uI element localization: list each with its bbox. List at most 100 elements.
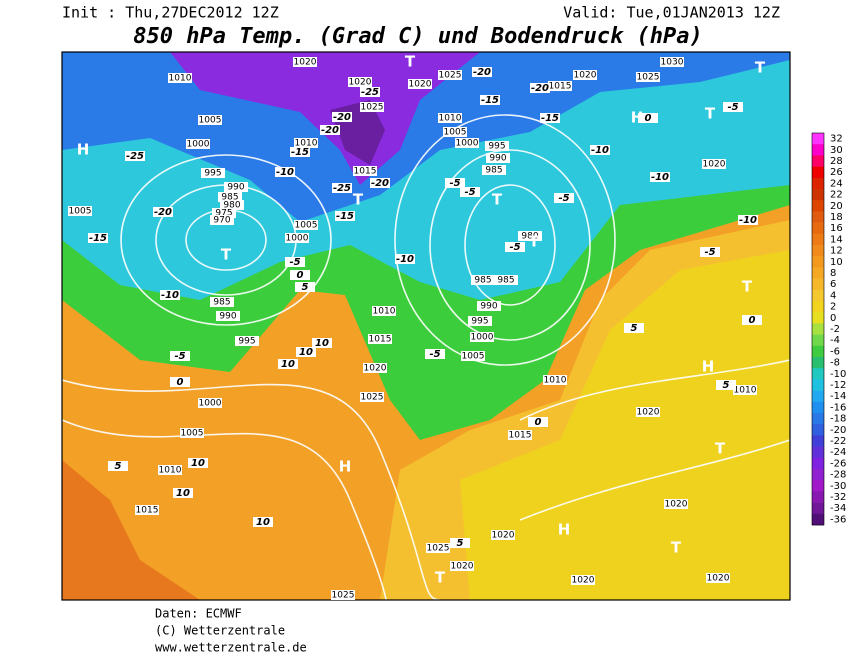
temp-label: -20 (371, 178, 389, 189)
temp-label: -5 (174, 351, 185, 362)
pressure-label: 985 (485, 166, 502, 176)
color-scale-label: -32 (830, 492, 846, 503)
pressure-label: 1000 (471, 333, 494, 343)
color-scale-cell (812, 379, 824, 391)
pressure-system: H (339, 458, 352, 476)
temp-label: -10 (161, 290, 179, 301)
pressure-label: 1015 (136, 506, 159, 516)
pressure-label: 1000 (187, 140, 210, 150)
color-scale-cell (812, 401, 824, 414)
temp-label-box (170, 351, 190, 361)
pressure-label-box (455, 138, 479, 148)
pressure-label: 1000 (199, 399, 222, 409)
pressure-label-box (212, 208, 236, 218)
temp-label-box (738, 215, 758, 225)
pressure-label: 1000 (456, 139, 479, 149)
pressure-label-box (220, 200, 244, 210)
pressure-label: 1015 (509, 431, 532, 441)
pressure-label-box (198, 115, 222, 125)
temp-label-box (450, 538, 470, 548)
pressure-label: 1020 (574, 71, 597, 81)
pressure-label-box (135, 505, 159, 515)
pressure-label-box (218, 192, 242, 202)
color-scale-label: -4 (830, 335, 840, 346)
color-scale-cell (812, 390, 824, 403)
pressure-label: 980 (521, 232, 538, 242)
valid-time: Valid: Tue,01JAN2013 12Z (563, 4, 780, 22)
pressure-label: 1020 (492, 531, 515, 541)
pressure-label: 990 (227, 183, 244, 193)
color-scale-label: -28 (830, 470, 846, 481)
color-scale-label: -30 (830, 481, 846, 492)
pressure-label: 985 (474, 276, 491, 286)
temp-label-box (278, 359, 298, 369)
temp-label-box (700, 247, 720, 257)
pressure-system: T (742, 278, 753, 296)
pressure-label: 1010 (544, 376, 567, 386)
color-scale-cell (812, 211, 824, 223)
color-scale-cell (812, 278, 824, 291)
color-scale-cell (812, 424, 824, 436)
pressure-label: 1020 (349, 78, 372, 88)
temp-label: 10 (315, 338, 329, 349)
temp-label-box (505, 242, 525, 252)
temp-label-box (540, 113, 560, 123)
color-scale-cell (812, 256, 824, 268)
color-scale-label: 2 (830, 302, 836, 313)
pressure-label-box (368, 334, 392, 344)
temp-label: 10 (299, 347, 313, 358)
pressure-system: T (405, 53, 416, 71)
pressure-label: 985 (213, 298, 230, 308)
color-scale-cell (812, 289, 824, 302)
temp-label: -5 (727, 102, 738, 113)
pressure-label-box (573, 70, 597, 80)
color-scale-cell (812, 144, 824, 156)
temp-label: -15 (89, 233, 107, 244)
temp-label: -20 (531, 83, 549, 94)
pressure-label-box (348, 77, 372, 87)
temp-label-box (425, 349, 445, 359)
temp-label-box (445, 178, 465, 188)
color-scale-label: 28 (830, 156, 843, 167)
temp-label: -25 (361, 87, 379, 98)
pressure-label-box (216, 311, 240, 321)
color-scale-cell (812, 413, 824, 425)
pressure-label: 1020 (707, 574, 730, 584)
init-time: Init : Thu,27DEC2012 12Z (62, 4, 279, 22)
color-scale-label: 30 (830, 145, 843, 156)
color-scale-cell (812, 323, 824, 335)
pressure-label: 1015 (354, 167, 377, 177)
pressure-label-box (331, 590, 355, 600)
pressure-label-box (224, 182, 248, 192)
pressure-label: 1010 (295, 139, 318, 149)
color-scale-label: -22 (830, 436, 846, 447)
pressure-system: T (715, 440, 726, 458)
color-scale-cell (812, 491, 824, 503)
pressure-label: 980 (223, 201, 240, 211)
pressure-label-box (426, 543, 450, 553)
pressure-label-box (210, 297, 234, 307)
pressure-label-box (571, 575, 595, 585)
color-scale-cell (812, 233, 824, 246)
temp-label-box (332, 112, 352, 122)
pressure-label: 1010 (373, 307, 396, 317)
pressure-label: 1005 (69, 207, 92, 217)
pressure-label-box (491, 530, 515, 540)
pressure-label-box (518, 231, 542, 241)
temp-label-box (332, 183, 352, 193)
color-scale-cell (812, 457, 824, 470)
temp-label: 10 (191, 458, 205, 469)
temp-label-box (296, 347, 316, 357)
color-scale-cell (812, 502, 824, 515)
pressure-label-box (471, 275, 495, 285)
temp-label: 5 (723, 380, 730, 391)
pressure-label: 990 (480, 302, 497, 312)
pressure-label: 1010 (734, 386, 757, 396)
pressure-label: 1020 (364, 364, 387, 374)
color-scale-cell (812, 177, 824, 190)
pressure-label-box (702, 159, 726, 169)
color-scale-cell (812, 267, 824, 279)
pressure-system: T (755, 59, 766, 77)
pressure-label: 975 (215, 209, 232, 219)
